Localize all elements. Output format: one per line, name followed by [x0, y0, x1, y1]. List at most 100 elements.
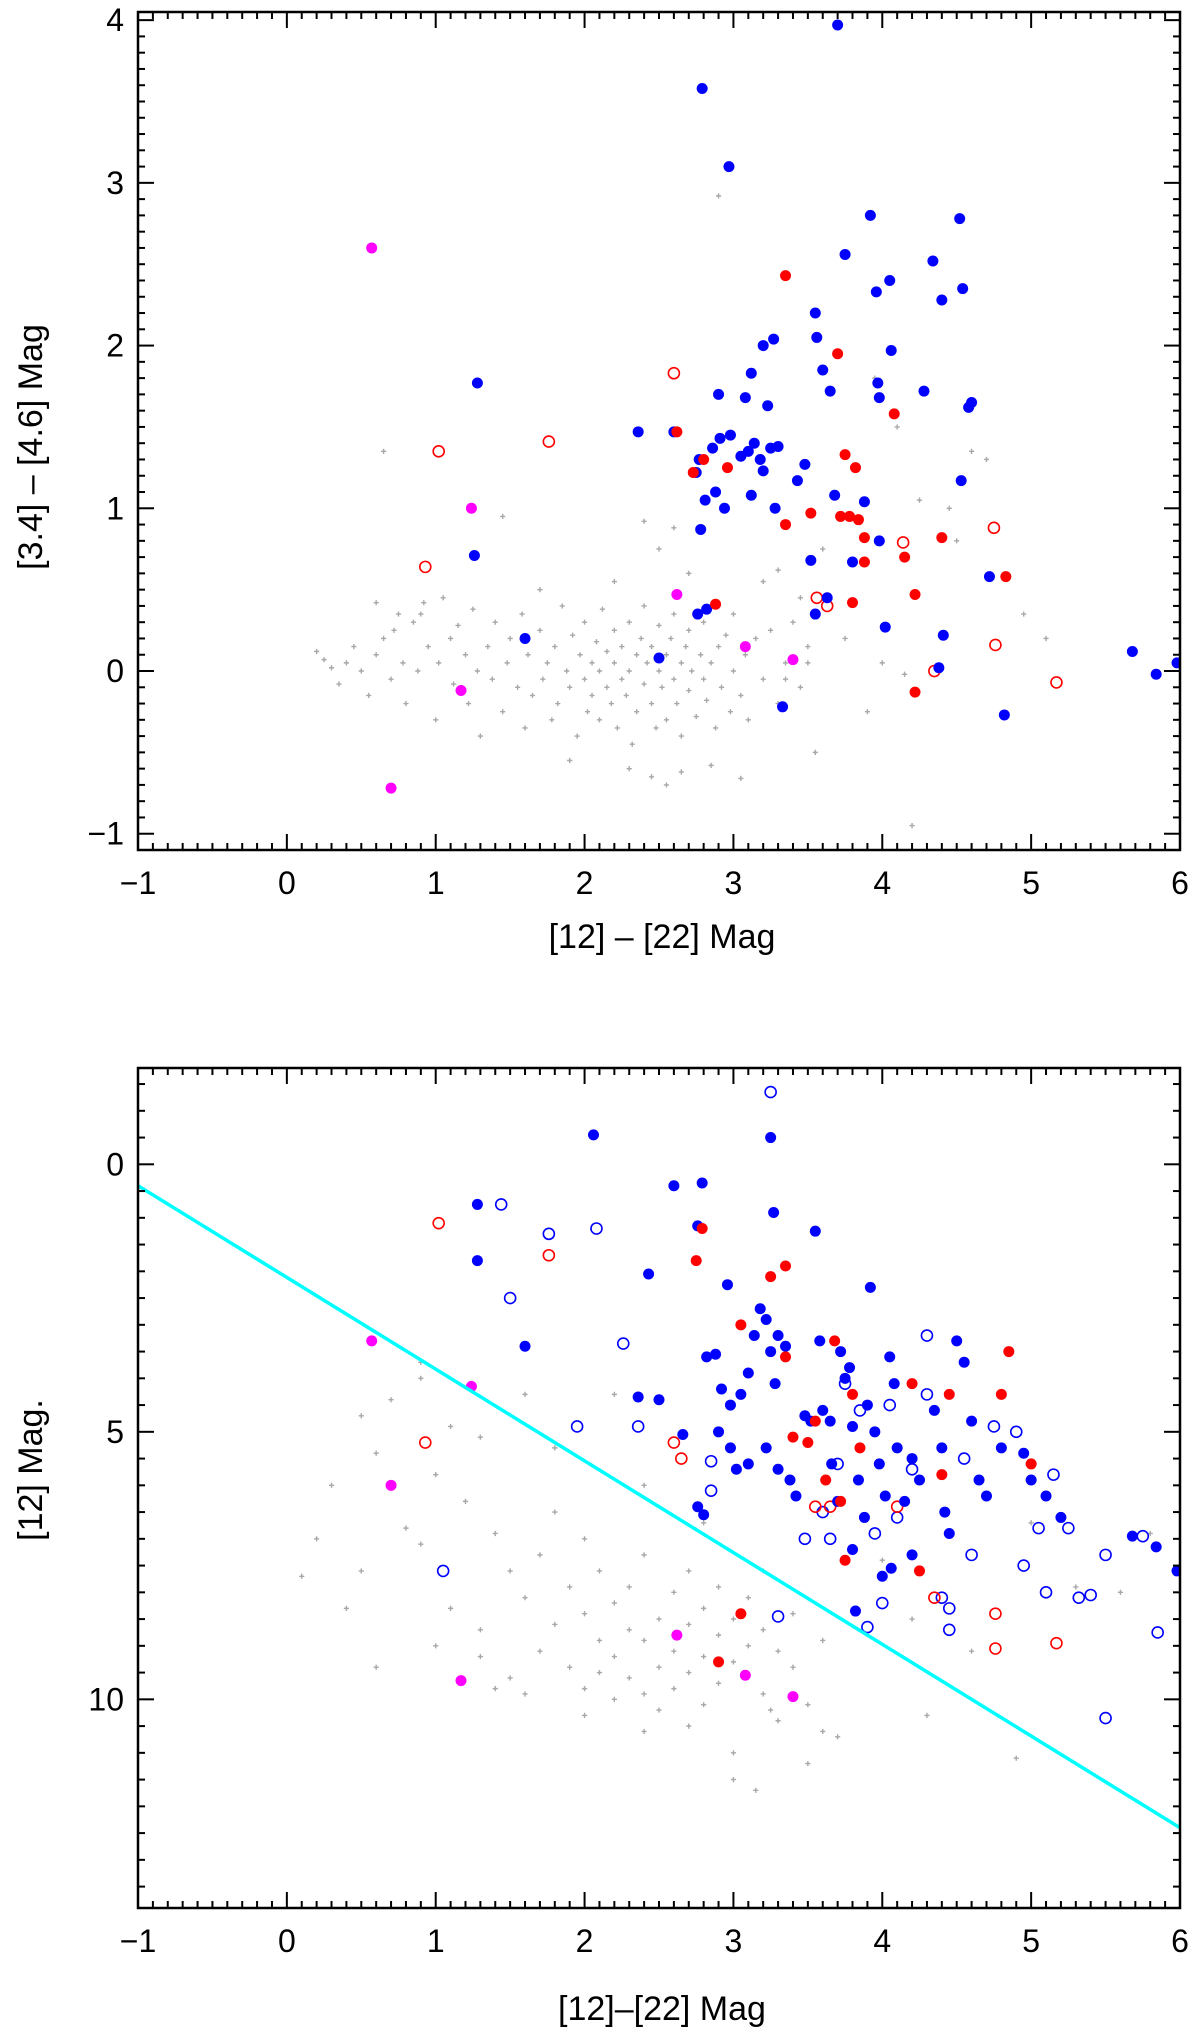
- top-point-gray-cross: [596, 717, 603, 723]
- bottom-point-red-filled: [735, 1319, 747, 1331]
- bottom-point-gray-cross: [626, 1627, 632, 1633]
- bottom-plot-frame: [136, 1066, 1182, 1910]
- top-point-gray-cross: [715, 193, 722, 199]
- top-point-gray-cross: [470, 606, 476, 612]
- top-point-magenta-filled: [385, 782, 397, 794]
- top-point-gray-cross: [395, 611, 402, 617]
- top-point-gray-cross: [314, 648, 320, 655]
- bottom-x-tick-label: 3: [725, 1923, 743, 1959]
- bottom-point-blue-filled: [1171, 1565, 1180, 1577]
- bottom-point-gray-cross: [820, 1637, 826, 1644]
- bottom-point-blue-open: [771, 1610, 785, 1623]
- bottom-point-blue-open: [890, 1511, 904, 1524]
- bottom-point-gray-cross: [507, 1568, 513, 1574]
- top-point-red-open: [542, 435, 556, 448]
- bottom-point-gray-cross: [626, 1584, 632, 1590]
- bottom-point-blue-open: [1072, 1591, 1086, 1604]
- bottom-point-blue-open: [1084, 1588, 1097, 1602]
- top-point-gray-cross: [701, 619, 707, 625]
- bottom-point-blue-filled: [721, 1279, 733, 1291]
- top-point-red-filled: [710, 598, 722, 610]
- top-point-gray-cross: [648, 774, 655, 780]
- bottom-point-gray-cross: [358, 1413, 364, 1419]
- bottom-point-blue-filled: [861, 1399, 873, 1411]
- bottom-point-blue-open: [1039, 1586, 1053, 1599]
- top-point-blue-filled: [957, 283, 969, 295]
- bottom-point-blue-filled: [888, 1378, 900, 1390]
- bottom-point-gray-cross: [641, 1637, 647, 1644]
- bottom-point-gray-cross: [596, 1669, 603, 1676]
- top-point-gray-cross: [653, 725, 659, 731]
- bottom-point-gray-cross: [448, 1605, 454, 1611]
- top-point-gray-cross: [1043, 635, 1049, 642]
- bottom-point-gray-cross: [537, 1552, 543, 1558]
- top-point-gray-cross: [465, 700, 472, 707]
- top-point-blue-filled: [998, 709, 1010, 721]
- bottom-point-red-open: [667, 1436, 681, 1449]
- bottom-point-magenta-filled: [739, 1669, 751, 1681]
- top-x-tick-label: 3: [725, 865, 743, 901]
- top-point-gray-cross: [564, 668, 570, 674]
- bottom-point-red-open: [928, 1591, 941, 1604]
- top-point-red-filled: [849, 462, 861, 474]
- top-y-tick-label: −1: [88, 816, 124, 852]
- bottom-point-red-filled: [936, 1469, 948, 1481]
- top-point-gray-cross: [500, 709, 506, 715]
- top-point-gray-cross: [400, 660, 406, 666]
- bottom-point-blue-open: [631, 1420, 645, 1433]
- top-point-gray-cross: [790, 619, 796, 625]
- bottom-point-gray-cross: [448, 1423, 454, 1430]
- top-point-blue-filled: [471, 377, 483, 389]
- top-point-blue-filled: [927, 255, 939, 267]
- bottom-point-gray-cross: [768, 1707, 774, 1713]
- top-point-gray-cross: [549, 717, 555, 723]
- bottom-point-red-open: [808, 1500, 822, 1514]
- top-point-gray-cross: [797, 684, 804, 690]
- top-point-gray-cross: [608, 700, 614, 707]
- top-point-gray-cross: [782, 660, 789, 666]
- top-point-gray-cross: [544, 660, 550, 666]
- top-point-red-open: [1050, 676, 1063, 689]
- bottom-point-red-filled: [906, 1378, 918, 1390]
- top-point-gray-cross: [745, 717, 751, 723]
- top-point-blue-filled: [885, 344, 897, 356]
- top-point-red-open: [896, 536, 910, 549]
- bottom-point-blue-filled: [936, 1442, 948, 1454]
- top-point-gray-cross: [671, 611, 677, 617]
- top-point-blue-filled: [809, 608, 821, 620]
- bottom-point-blue-open: [542, 1227, 556, 1241]
- top-point-gray-cross: [489, 676, 495, 682]
- bottom-point-blue-filled: [1018, 1447, 1030, 1459]
- top-point-gray-cross: [678, 769, 684, 775]
- top-point-gray-cross: [611, 660, 617, 666]
- top-point-gray-cross: [671, 525, 677, 531]
- bottom-point-blue-filled: [748, 1330, 760, 1342]
- top-point-blue-filled: [762, 400, 774, 412]
- top-point-gray-cross: [567, 684, 573, 690]
- top-point-gray-cross: [686, 570, 692, 576]
- top-point-gray-cross: [768, 627, 774, 633]
- bottom-panel-color-magnitude-diagram: −1 0 1 2 3 4 5 6 0 5 10 [12]–[22] Mag [12] Mag.: [12, 1066, 1189, 2028]
- top-point-blue-filled: [873, 535, 885, 547]
- bottom-point-blue-filled: [849, 1605, 861, 1617]
- top-point-red-filled: [858, 556, 870, 568]
- bottom-point-gray-cross: [596, 1568, 603, 1574]
- top-point-magenta-filled: [787, 654, 799, 666]
- bottom-point-gray-cross: [790, 1664, 796, 1670]
- bottom-point-gray-cross: [611, 1600, 617, 1606]
- top-point-gray-cross: [902, 671, 908, 677]
- top-point-gray-cross: [638, 635, 644, 642]
- top-point-gray-cross: [391, 627, 397, 633]
- bottom-point-gray-cross: [567, 1584, 573, 1590]
- top-point-red-filled: [835, 510, 847, 522]
- bottom-point-blue-filled: [966, 1415, 978, 1427]
- top-point-red-filled: [847, 597, 859, 609]
- bottom-point-gray-cross: [775, 1718, 781, 1724]
- bottom-point-gray-cross: [477, 1653, 483, 1660]
- top-x-tick-label: 0: [278, 865, 296, 901]
- bottom-point-blue-open: [704, 1484, 718, 1497]
- top-point-gray-cross: [689, 668, 695, 674]
- top-point-blue-filled: [966, 397, 978, 409]
- bottom-point-gray-cross: [492, 1530, 498, 1537]
- bottom-point-blue-filled: [1126, 1530, 1138, 1542]
